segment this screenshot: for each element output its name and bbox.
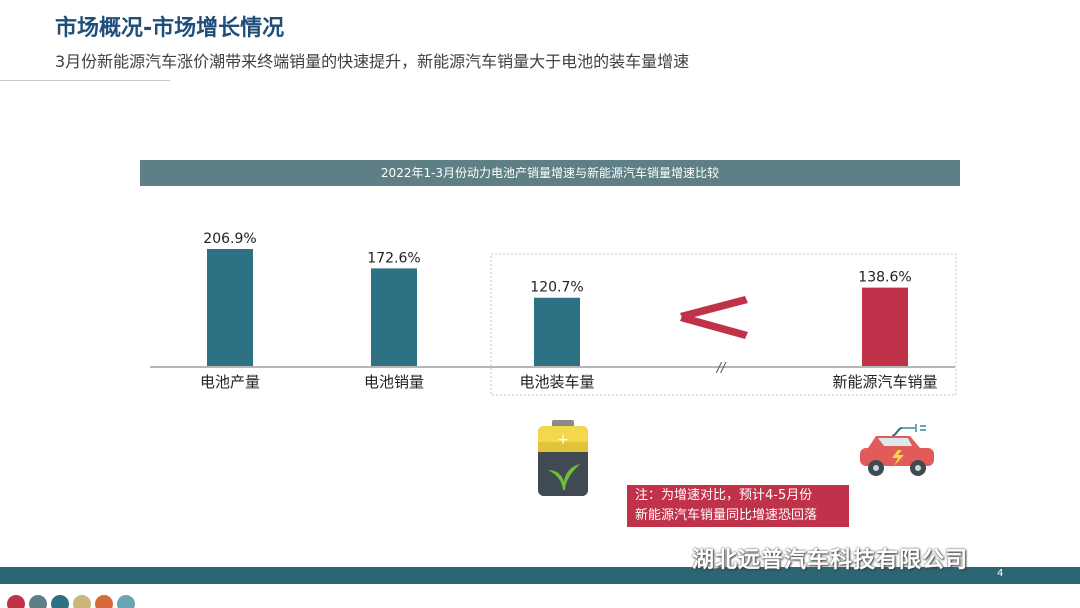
- page-subtitle: 3月份新能源汽车涨价潮带来终端销量的快速提升，新能源汽车销量大于电池的装车量增速: [55, 52, 690, 71]
- page-number: 4: [997, 568, 1004, 579]
- company-watermark: 湖北远普汽车科技有限公司: [692, 548, 969, 573]
- footer-bar: [0, 567, 1080, 584]
- title-divider: [0, 80, 170, 81]
- bar-3: [534, 297, 580, 366]
- value-label-3: 120.7%: [530, 280, 583, 296]
- category-label-2: 电池销量: [364, 373, 424, 391]
- note-line-1: 注：为增速对比，预计4-5月份: [635, 488, 813, 503]
- decorative-dot: [7, 595, 25, 608]
- bar-1: [207, 249, 253, 366]
- bar-4: [862, 287, 908, 366]
- forecast-note: 注：为增速对比，预计4-5月份 新能源汽车销量同比增速恐回落: [627, 485, 849, 527]
- battery-leaf-icon: +: [538, 420, 588, 496]
- svg-text:+: +: [557, 432, 569, 448]
- value-label-4: 138.6%: [858, 270, 911, 286]
- value-label-1: 206.9%: [203, 231, 256, 247]
- axis-break: //: [716, 361, 727, 376]
- category-label-3: 电池装车量: [519, 373, 594, 391]
- chart-title: 2022年1-3月份动力电池产销量增速与新能源汽车销量增速比较: [140, 160, 960, 186]
- decorative-dot: [117, 595, 135, 608]
- electric-car-icon: [860, 424, 934, 476]
- category-label-4: 新能源汽车销量: [832, 373, 937, 391]
- decorative-dot: [29, 595, 47, 608]
- page-title: 市场概况-市场增长情况: [55, 16, 285, 41]
- decorative-dot: [51, 595, 69, 608]
- highlight-box: [490, 253, 957, 396]
- decorative-dot: [73, 595, 91, 608]
- decorative-dot: [95, 595, 113, 608]
- labels-layer: 206.9% 电池产量 172.6% 电池销量 120.7% 电池装车量 138.6% 新能源…: [200, 231, 938, 391]
- value-label-2: 172.6%: [367, 250, 420, 266]
- note-line-2: 新能源汽车销量同比增速恐回落: [635, 508, 818, 523]
- bar-2: [371, 268, 417, 366]
- decorative-dots: [7, 595, 135, 608]
- category-label-1: 电池产量: [200, 373, 260, 391]
- comparison-symbol: [680, 296, 748, 339]
- wechat-icon: [693, 549, 724, 569]
- bars-layer: [207, 249, 908, 366]
